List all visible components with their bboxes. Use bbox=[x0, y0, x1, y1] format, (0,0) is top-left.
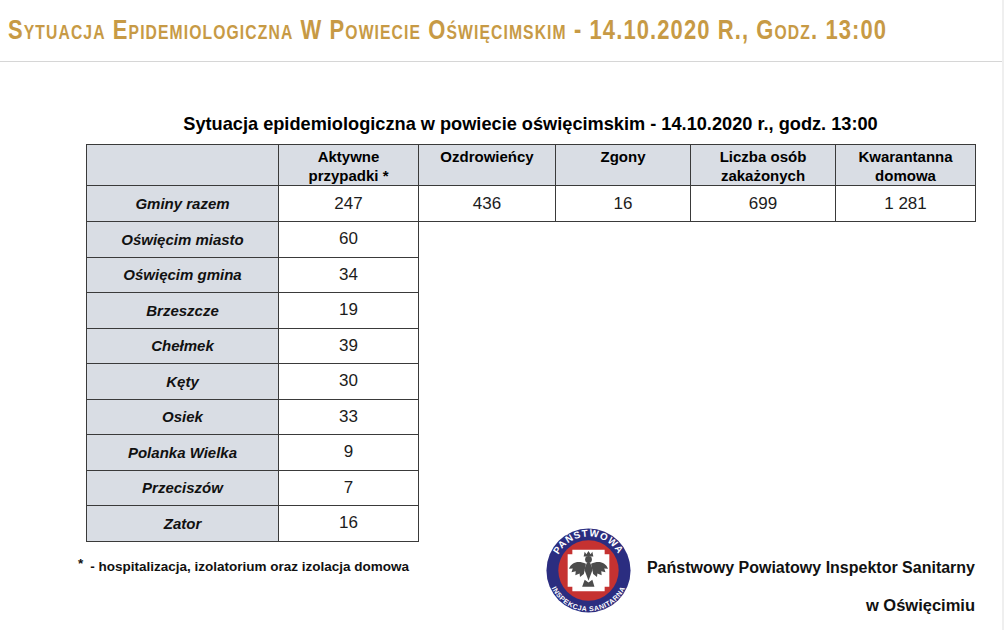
table-row: Zator16 bbox=[87, 506, 976, 542]
gmina-label: Osiek bbox=[87, 399, 279, 435]
summary-recovered: 436 bbox=[419, 186, 556, 222]
table-row: Brzeszcze19 bbox=[87, 293, 976, 329]
gmina-label: Przeciszów bbox=[87, 470, 279, 506]
gmina-value: 30 bbox=[279, 364, 419, 400]
empty-area bbox=[419, 328, 976, 364]
page-title: Sytuacja Epidemiologiczna W Powiecie Ośw… bbox=[8, 13, 887, 47]
header-divider bbox=[0, 61, 1003, 62]
epidemic-table: Aktywne przypadki * Ozdrowieńcy Zgony Li… bbox=[86, 144, 976, 542]
footnote-asterisk: * bbox=[78, 556, 83, 571]
table-header-row: Aktywne przypadki * Ozdrowieńcy Zgony Li… bbox=[87, 145, 976, 186]
sanitary-inspection-logo: PAŃSTWOWA INSPEKCJA SANITARNA bbox=[546, 528, 631, 613]
page-right-edge bbox=[1002, 0, 1004, 630]
gmina-value: 60 bbox=[279, 222, 419, 258]
summary-infected: 699 bbox=[691, 186, 836, 222]
table-row: Osiek33 bbox=[87, 399, 976, 435]
footnote: * - hospitalizacja, izolatorium oraz izol… bbox=[78, 559, 409, 574]
summary-quarantine: 1 281 bbox=[836, 186, 976, 222]
summary-label: Gminy razem bbox=[87, 186, 279, 222]
empty-area bbox=[419, 435, 976, 471]
gmina-label: Kęty bbox=[87, 364, 279, 400]
col-header-infected: Liczba osób zakażonych bbox=[691, 145, 836, 186]
report-title: Sytuacja epidemiologiczna w powiecie ośw… bbox=[86, 114, 975, 135]
empty-area bbox=[419, 399, 976, 435]
gmina-value: 7 bbox=[279, 470, 419, 506]
table-row: Oświęcim gmina34 bbox=[87, 257, 976, 293]
empty-area bbox=[419, 470, 976, 506]
empty-area bbox=[419, 222, 976, 258]
gmina-value: 39 bbox=[279, 328, 419, 364]
col-header-quarantine: Kwarantanna domowa bbox=[836, 145, 976, 186]
table-row: Polanka Wielka9 bbox=[87, 435, 976, 471]
table-row: Przeciszów7 bbox=[87, 470, 976, 506]
empty-area bbox=[419, 293, 976, 329]
gmina-label: Oświęcim miasto bbox=[87, 222, 279, 258]
footnote-text: - hospitalizacja, izolatorium oraz izola… bbox=[90, 559, 409, 574]
empty-area bbox=[419, 506, 976, 542]
table-row: Chełmek39 bbox=[87, 328, 976, 364]
gmina-label: Polanka Wielka bbox=[87, 435, 279, 471]
empty-area bbox=[419, 364, 976, 400]
gmina-value: 16 bbox=[279, 506, 419, 542]
gmina-value: 33 bbox=[279, 399, 419, 435]
col-header-deaths: Zgony bbox=[556, 145, 691, 186]
summary-deaths: 16 bbox=[556, 186, 691, 222]
gmina-value: 9 bbox=[279, 435, 419, 471]
summary-active: 247 bbox=[279, 186, 419, 222]
signature-line1: Państwowy Powiatowy Inspektor Sanitarny bbox=[647, 559, 975, 577]
empty-area bbox=[419, 257, 976, 293]
table-row: Kęty30 bbox=[87, 364, 976, 400]
gmina-label: Chełmek bbox=[87, 328, 279, 364]
col-header-recovered: Ozdrowieńcy bbox=[419, 145, 556, 186]
gmina-label: Oświęcim gmina bbox=[87, 257, 279, 293]
gmina-label: Brzeszcze bbox=[87, 293, 279, 329]
gmina-value: 19 bbox=[279, 293, 419, 329]
gmina-label: Zator bbox=[87, 506, 279, 542]
col-header-empty bbox=[87, 145, 279, 186]
col-header-active-cases: Aktywne przypadki * bbox=[279, 145, 419, 186]
table-row: Oświęcim miasto60 bbox=[87, 222, 976, 258]
signature-line2: w Oświęcimiu bbox=[866, 596, 975, 615]
summary-row: Gminy razem 247 436 16 699 1 281 bbox=[87, 186, 976, 222]
gmina-value: 34 bbox=[279, 257, 419, 293]
page: Sytuacja Epidemiologiczna W Powiecie Ośw… bbox=[0, 0, 1008, 630]
